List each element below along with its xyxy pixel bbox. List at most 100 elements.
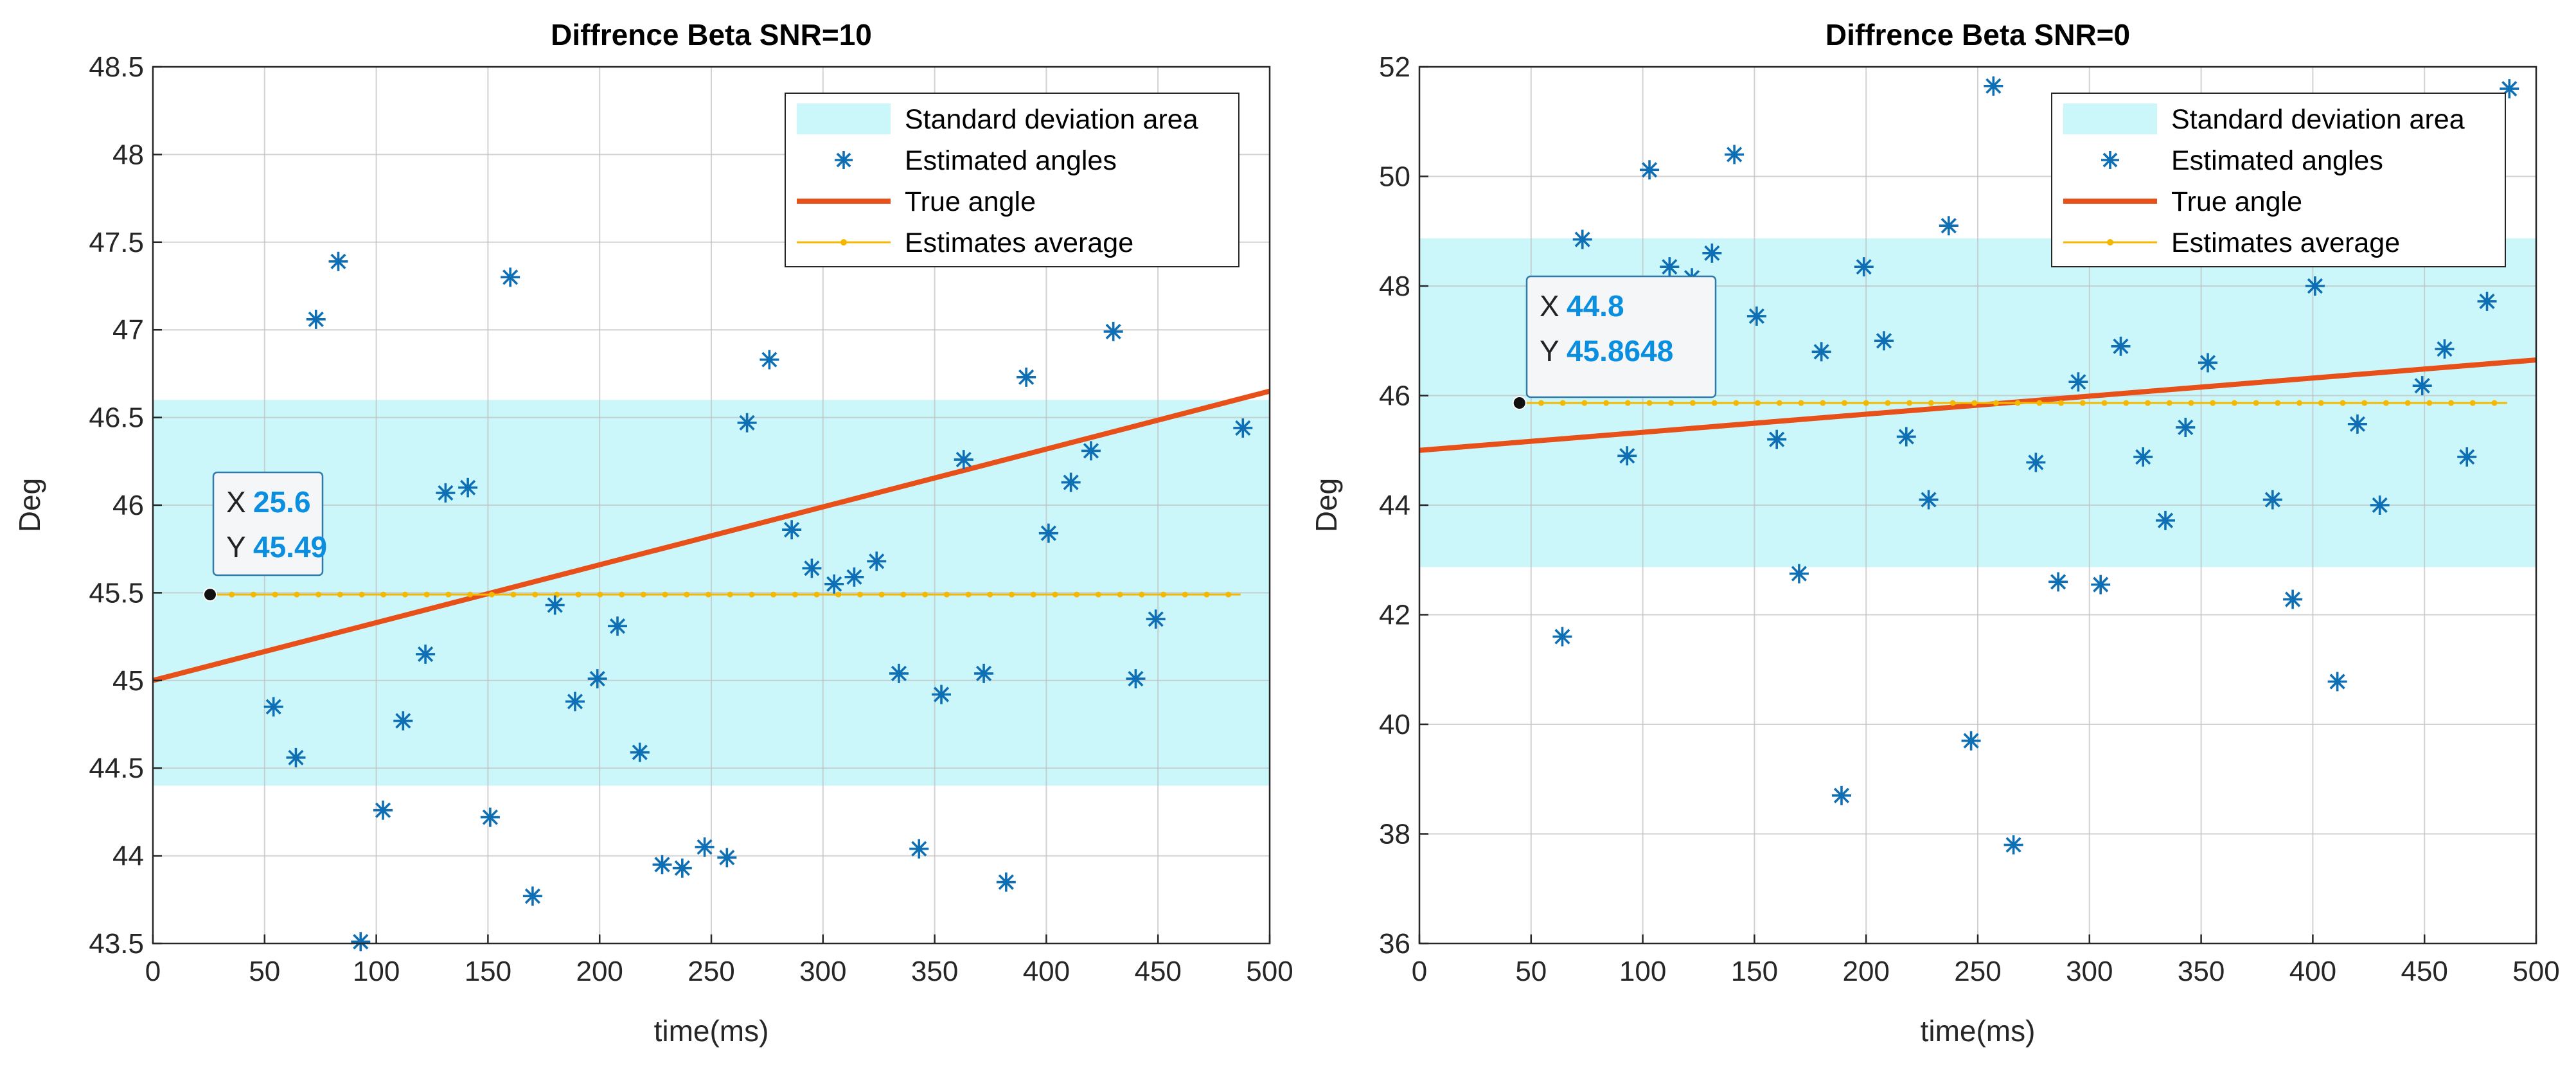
x-tick-label: 150 bbox=[1731, 956, 1778, 987]
estimates-average-marker bbox=[488, 591, 495, 598]
estimates-average-marker bbox=[2231, 400, 2237, 406]
estimates-average-marker bbox=[2275, 400, 2281, 406]
chart-title: Diffrence Beta SNR=0 bbox=[1825, 18, 2130, 51]
datatip-marker bbox=[1512, 396, 1527, 411]
estimated-angle-point bbox=[1896, 427, 1916, 447]
estimates-average-marker bbox=[2145, 400, 2151, 406]
y-tick-label: 46.5 bbox=[89, 402, 144, 434]
x-tick-label: 350 bbox=[911, 956, 958, 987]
estimated-angle-point bbox=[1061, 472, 1081, 492]
estimates-average-marker bbox=[684, 591, 690, 598]
estimated-angle-point bbox=[1017, 367, 1036, 387]
estimates-average-marker bbox=[2383, 400, 2389, 406]
y-tick-label: 44 bbox=[1379, 490, 1410, 521]
x-tick-label: 0 bbox=[1412, 956, 1427, 987]
datatip-x-value: 44.8 bbox=[1567, 289, 1624, 323]
estimates-average-marker bbox=[2101, 400, 2108, 406]
estimated-angle-point bbox=[782, 520, 802, 540]
estimated-angle-point bbox=[652, 855, 672, 875]
estimates-average-marker bbox=[1820, 400, 1826, 406]
legend-swatch-average-marker bbox=[840, 239, 847, 246]
x-tick-label: 350 bbox=[2178, 956, 2225, 987]
y-tick-label: 40 bbox=[1379, 709, 1410, 740]
y-tick-label: 38 bbox=[1379, 819, 1410, 850]
datatip-y-label: Y bbox=[1540, 334, 1559, 368]
legend-entry-label: Estimated angles bbox=[2171, 145, 2383, 176]
estimated-angles bbox=[263, 251, 1253, 952]
estimated-angle-point bbox=[2133, 447, 2153, 467]
estimated-angle-point bbox=[565, 692, 585, 711]
estimates-average-marker bbox=[1841, 400, 1847, 406]
estimated-angle-point bbox=[2283, 589, 2303, 609]
chart-title: Diffrence Beta SNR=10 bbox=[551, 18, 872, 51]
x-tick-label: 250 bbox=[1954, 956, 2001, 987]
estimates-average-marker bbox=[1225, 591, 1232, 598]
estimates-average-marker bbox=[2426, 400, 2433, 406]
legend: Standard deviation area Estimated angles T… bbox=[785, 93, 1239, 267]
estimates-average-marker bbox=[2058, 400, 2065, 406]
estimates-average-marker bbox=[1798, 400, 1804, 406]
estimated-angle-point bbox=[1617, 446, 1637, 466]
estimated-angle-point bbox=[1767, 429, 1787, 449]
estimates-average-marker bbox=[770, 591, 777, 598]
estimates-average-marker bbox=[532, 591, 538, 598]
y-tick-label: 43.5 bbox=[89, 928, 144, 960]
estimated-angle-point bbox=[1126, 669, 1146, 689]
estimates-average-marker bbox=[1030, 591, 1036, 598]
estimates-average-marker bbox=[315, 591, 322, 598]
estimates-average-marker bbox=[1950, 400, 1956, 406]
estimates-average-marker bbox=[727, 591, 733, 598]
estimated-angle-point bbox=[2477, 291, 2497, 311]
estimated-angle-point bbox=[2048, 572, 2068, 592]
estimates-average-marker bbox=[1624, 400, 1631, 406]
estimates-average-marker bbox=[922, 591, 928, 598]
estimates-average-marker bbox=[2123, 400, 2129, 406]
estimates-average-marker bbox=[337, 591, 343, 598]
estimated-angle-point bbox=[1233, 418, 1253, 438]
estimates-average-marker bbox=[1139, 591, 1145, 598]
legend-swatch-estimates bbox=[835, 151, 853, 169]
y-tick-label: 42 bbox=[1379, 600, 1410, 631]
estimated-angle-point bbox=[608, 616, 628, 636]
y-tick-label: 45 bbox=[112, 665, 144, 697]
estimates-average-marker bbox=[467, 591, 474, 598]
estimates-average-marker bbox=[1538, 400, 1544, 406]
estimates-average-marker bbox=[1776, 400, 1782, 406]
estimated-angle-point bbox=[1725, 145, 1745, 165]
estimates-average-marker bbox=[943, 591, 950, 598]
estimated-angle-point bbox=[2262, 490, 2282, 510]
estimates-average-marker bbox=[1885, 400, 1891, 406]
x-tick-label: 400 bbox=[2289, 956, 2336, 987]
y-tick-label: 45.5 bbox=[89, 577, 144, 609]
estimates-average-marker bbox=[1689, 400, 1696, 406]
y-tick-label: 48.5 bbox=[89, 51, 144, 83]
estimates-average-marker bbox=[1755, 400, 1761, 406]
estimated-angle-point bbox=[306, 309, 326, 329]
estimates-average-marker bbox=[510, 591, 517, 598]
legend-swatch-estimates bbox=[2101, 151, 2119, 169]
estimates-average-marker bbox=[640, 591, 646, 598]
chart-panel-snr0: 0 50 100 150 200 250 300 350 400 450 500 36 38 40 42 44… bbox=[1310, 18, 2560, 1048]
estimated-angle-point bbox=[263, 697, 283, 717]
estimated-angle-point bbox=[1939, 216, 1959, 236]
estimated-angle-point bbox=[1746, 306, 1766, 326]
estimated-angle-point bbox=[2327, 672, 2347, 692]
estimates-average-marker bbox=[1160, 591, 1167, 598]
estimates-average-marker bbox=[250, 591, 256, 598]
estimated-angle-point bbox=[416, 644, 436, 664]
x-axis-label: time(ms) bbox=[654, 1014, 769, 1048]
estimates-average-marker bbox=[878, 591, 885, 598]
legend-entry-label: True angle bbox=[2171, 186, 2302, 217]
datatip-y-value: 45.49 bbox=[253, 530, 327, 564]
estimates-average-marker bbox=[813, 591, 820, 598]
estimated-angle-point bbox=[328, 251, 348, 271]
estimated-angle-point bbox=[974, 663, 994, 683]
estimates-average-marker bbox=[857, 591, 864, 598]
x-tick-label: 100 bbox=[353, 956, 400, 987]
estimates-average-marker bbox=[1204, 591, 1210, 598]
estimates-average-marker bbox=[835, 591, 842, 598]
x-tick-label: 0 bbox=[145, 956, 161, 987]
estimated-angle-point bbox=[932, 684, 952, 704]
estimated-angle-point bbox=[522, 886, 542, 906]
estimated-angle-point bbox=[1103, 321, 1123, 341]
